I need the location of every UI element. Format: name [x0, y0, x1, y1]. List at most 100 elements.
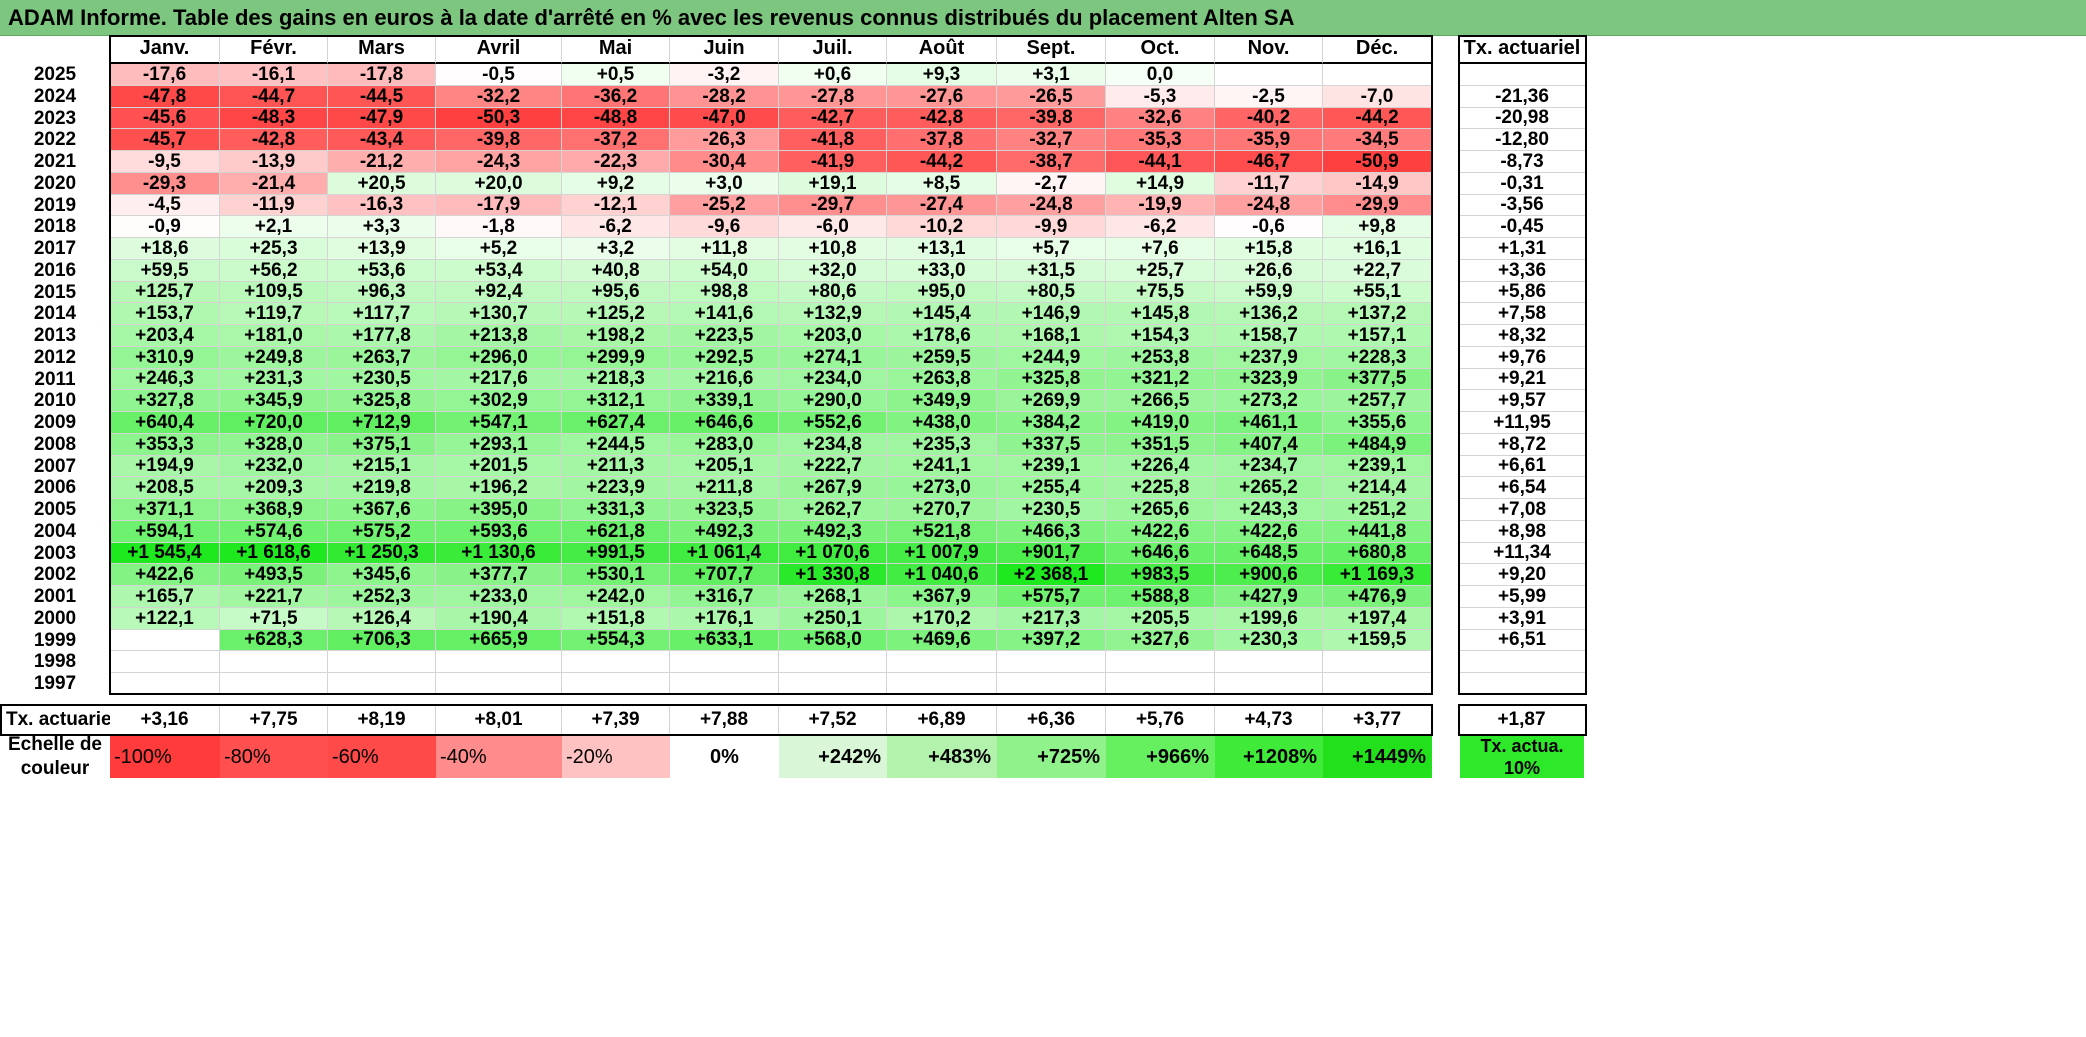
table-cell: +419,0	[1106, 412, 1215, 434]
table-cell: -29,3	[110, 173, 220, 195]
table-cell: -50,9	[1323, 151, 1432, 173]
table-cell: +991,5	[562, 543, 670, 564]
table-cell: -50,3	[436, 108, 562, 129]
table-cell: +384,2	[997, 412, 1106, 434]
table-cell: +327,6	[1106, 630, 1215, 651]
table-cell: +20,0	[436, 173, 562, 195]
table-cell: +213,8	[436, 325, 562, 347]
year-label: 2015	[33, 282, 77, 303]
table-cell: -11,7	[1215, 173, 1323, 195]
table-cell: -27,4	[887, 195, 997, 216]
year-label: 2008	[33, 434, 77, 455]
table-cell: -35,3	[1106, 129, 1215, 151]
month-header: Déc.	[1323, 35, 1432, 64]
ta-cell: +9,76	[1458, 347, 1586, 369]
table-cell	[887, 651, 997, 673]
ta-cell: +1,31	[1458, 238, 1586, 260]
table-cell: +646,6	[1106, 543, 1215, 564]
scale-swatch: +1449%	[1323, 736, 1432, 778]
table-cell: +707,7	[670, 564, 779, 586]
table-cell	[328, 651, 436, 673]
table-cell: -44,7	[220, 86, 328, 108]
totals-ta-cell: +1,87	[1458, 705, 1586, 734]
table-cell: -21,4	[220, 173, 328, 195]
table-cell: +98,8	[670, 282, 779, 303]
table-cell: +25,3	[220, 238, 328, 260]
table-cell: +230,5	[997, 499, 1106, 521]
table-cell: +197,4	[1323, 608, 1432, 630]
table-cell: +521,8	[887, 521, 997, 543]
table-cell: +239,1	[1323, 456, 1432, 477]
table-cell: +211,3	[562, 456, 670, 477]
year-label: 2014	[33, 303, 77, 324]
table-cell: +130,7	[436, 303, 562, 325]
year-label: 2005	[33, 499, 77, 520]
table-cell: +3,3	[328, 216, 436, 238]
year-label: 2022	[33, 129, 77, 150]
table-cell: -5,3	[1106, 86, 1215, 108]
year-label: 2006	[33, 477, 77, 498]
table-cell: +900,6	[1215, 564, 1323, 586]
table-cell: +216,6	[670, 369, 779, 390]
table-cell: +375,1	[328, 434, 436, 456]
table-cell: +122,1	[110, 608, 220, 630]
ta-cell: +11,95	[1458, 412, 1586, 434]
table-cell: +75,5	[1106, 282, 1215, 303]
month-header: Janv.	[110, 35, 220, 64]
table-cell: +13,1	[887, 238, 997, 260]
table-cell: +368,9	[220, 499, 328, 521]
table-cell: +59,5	[110, 260, 220, 282]
table-cell: +137,2	[1323, 303, 1432, 325]
table-cell: +225,8	[1106, 477, 1215, 499]
table-cell: -32,6	[1106, 108, 1215, 129]
table-cell: -46,7	[1215, 151, 1323, 173]
table-cell: +3,2	[562, 238, 670, 260]
table-cell: -6,2	[562, 216, 670, 238]
table-cell: +54,0	[670, 260, 779, 282]
table-cell: -42,8	[220, 129, 328, 151]
table-cell: -22,3	[562, 151, 670, 173]
table-cell: +53,4	[436, 260, 562, 282]
table-cell: +266,5	[1106, 390, 1215, 412]
table-cell	[779, 673, 887, 695]
table-cell: +377,7	[436, 564, 562, 586]
ta-cell: -12,80	[1458, 129, 1586, 151]
table-cell	[436, 673, 562, 695]
totals-cell: +7,52	[779, 705, 887, 734]
month-header: Août	[887, 35, 997, 64]
year-label: 2011	[34, 369, 76, 390]
table-cell: +196,2	[436, 477, 562, 499]
table-cell: +7,6	[1106, 238, 1215, 260]
table-cell: +367,6	[328, 499, 436, 521]
table-cell: +493,5	[220, 564, 328, 586]
table-cell	[670, 651, 779, 673]
table-cell: -16,3	[328, 195, 436, 216]
ta-cell: +8,98	[1458, 521, 1586, 543]
table-cell	[1106, 673, 1215, 695]
table-cell: +262,7	[779, 499, 887, 521]
table-cell: -26,3	[670, 129, 779, 151]
month-header: Juil.	[779, 35, 887, 64]
table-cell: +145,4	[887, 303, 997, 325]
year-label: 2010	[33, 390, 77, 411]
scale-swatch: +1208%	[1215, 736, 1323, 778]
table-cell: +235,3	[887, 434, 997, 456]
table-cell: +170,2	[887, 608, 997, 630]
ta-cell: +8,32	[1458, 325, 1586, 347]
table-cell: +141,6	[670, 303, 779, 325]
table-cell: +239,1	[997, 456, 1106, 477]
table-cell: +219,8	[328, 477, 436, 499]
scale-swatch: +242%	[779, 736, 887, 778]
table-cell: +190,4	[436, 608, 562, 630]
table-cell: -24,8	[997, 195, 1106, 216]
table-cell: +302,9	[436, 390, 562, 412]
table-cell: +1 545,4	[110, 543, 220, 564]
table-cell: +312,1	[562, 390, 670, 412]
scale-swatch: -80%	[220, 736, 328, 778]
ta-cell: +9,20	[1458, 564, 1586, 586]
table-cell: +1 070,6	[779, 543, 887, 564]
table-cell: +117,7	[328, 303, 436, 325]
table-cell: -30,4	[670, 151, 779, 173]
table-cell: +461,1	[1215, 412, 1323, 434]
table-cell: -27,8	[779, 86, 887, 108]
